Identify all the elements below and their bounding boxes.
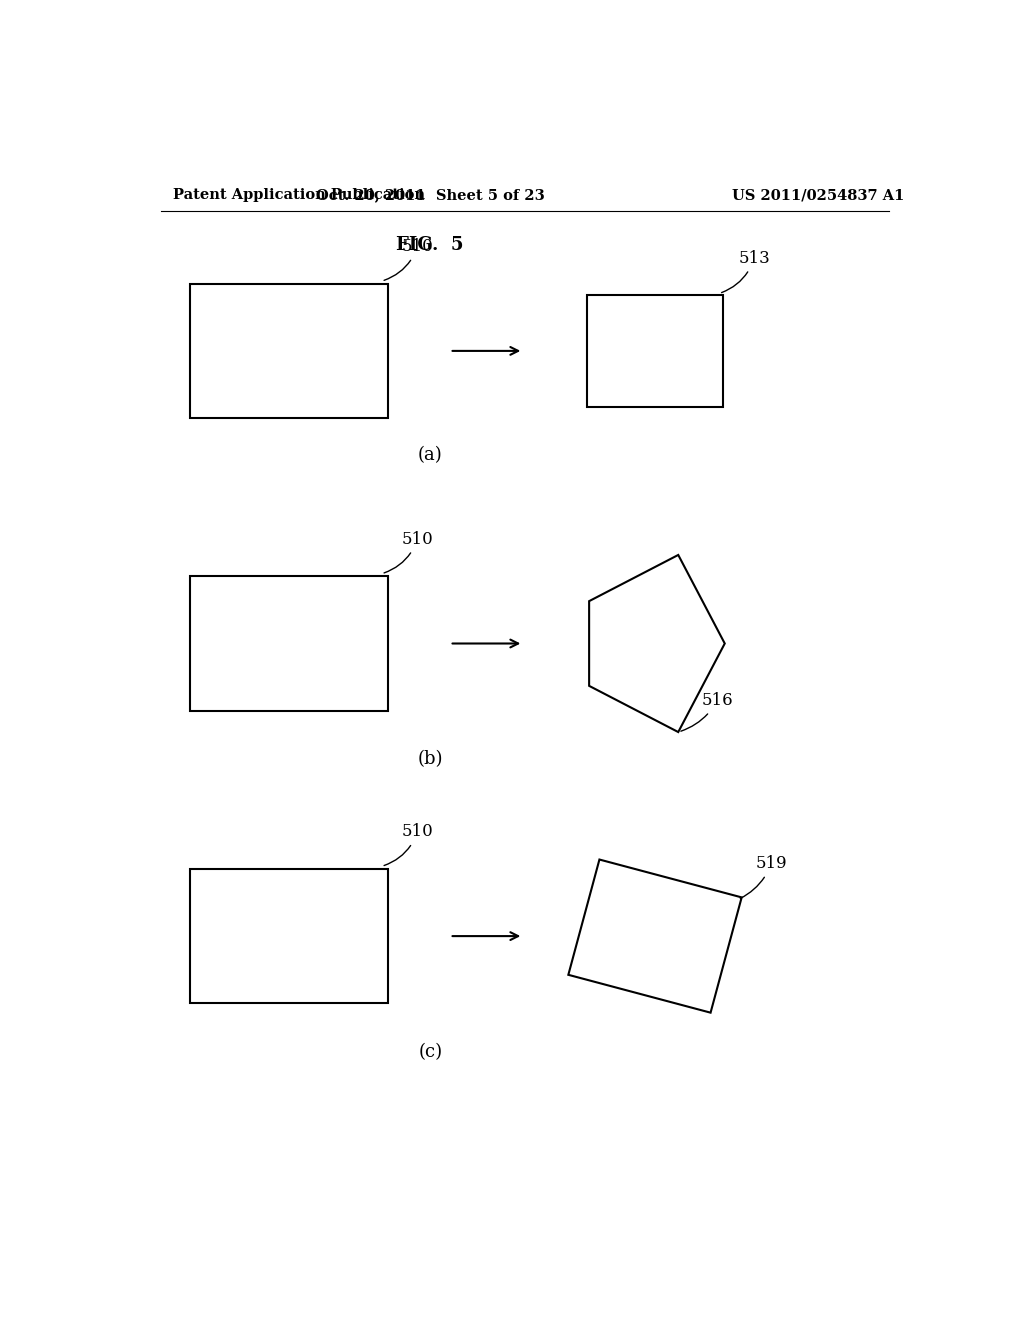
Text: 510: 510 (384, 238, 433, 280)
Text: US 2011/0254837 A1: US 2011/0254837 A1 (732, 189, 905, 202)
Bar (190, 576, 388, 711)
Text: Patent Application Publication: Patent Application Publication (173, 189, 425, 202)
Text: FIG.  5: FIG. 5 (396, 236, 464, 253)
Text: 516: 516 (681, 692, 733, 731)
Text: 513: 513 (722, 249, 770, 293)
Bar (190, 869, 388, 1003)
Text: Oct. 20, 2011  Sheet 5 of 23: Oct. 20, 2011 Sheet 5 of 23 (315, 189, 545, 202)
Bar (190, 284, 388, 418)
Bar (587, 296, 723, 407)
Polygon shape (568, 859, 741, 1012)
Polygon shape (589, 554, 725, 733)
Text: 510: 510 (384, 824, 433, 866)
Text: (c): (c) (418, 1043, 442, 1060)
Text: 519: 519 (740, 855, 787, 899)
Text: 510: 510 (384, 531, 433, 573)
Text: (b): (b) (418, 750, 443, 768)
Text: (a): (a) (418, 446, 442, 463)
